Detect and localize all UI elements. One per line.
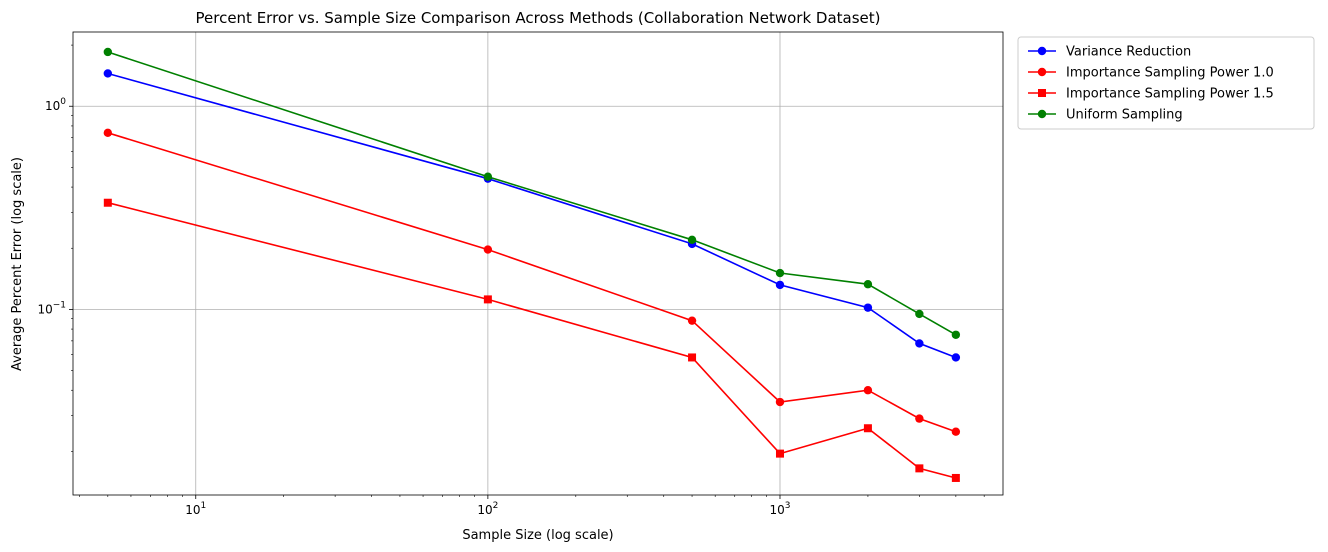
x-tick-label: 101	[185, 501, 206, 517]
chart-title: Percent Error vs. Sample Size Comparison…	[196, 9, 881, 27]
series-line	[107, 72, 957, 359]
legend-marker	[1037, 109, 1047, 119]
legend-label: Importance Sampling Power 1.0	[1066, 66, 1274, 81]
series-line	[107, 201, 957, 479]
y-axis-label: Average Percent Error (log scale)	[10, 157, 25, 371]
series-3	[103, 198, 960, 482]
data-point	[863, 303, 873, 312]
legend-item: Variance Reduction	[1028, 45, 1191, 60]
series-2	[103, 128, 961, 436]
data-point	[775, 449, 784, 458]
data-point	[863, 424, 872, 433]
x-tick-label: 102	[477, 501, 498, 517]
data-point	[775, 268, 785, 278]
data-point	[915, 414, 924, 423]
y-tick-label: 100	[45, 97, 66, 113]
y-tick-label: 10−1	[37, 300, 66, 316]
plot-area: 101 102 103 100 10−1	[37, 31, 1004, 517]
legend-box	[1017, 36, 1315, 130]
series-line	[107, 132, 957, 433]
legend-marker	[1037, 46, 1047, 56]
data-point	[775, 280, 785, 290]
plot-frame	[72, 31, 1004, 496]
series-1	[103, 69, 961, 362]
data-point	[951, 353, 961, 362]
data-point	[483, 295, 492, 304]
data-point	[103, 128, 113, 138]
data-point	[483, 172, 493, 181]
data-point	[915, 309, 924, 319]
data-point	[863, 280, 873, 289]
legend-label: Uniform Sampling	[1066, 108, 1183, 123]
data-point	[863, 386, 873, 395]
legend-item: Uniform Sampling	[1028, 108, 1183, 123]
data-point	[687, 235, 697, 245]
legend-marker	[1038, 89, 1046, 97]
series-4	[103, 47, 961, 339]
data-point	[103, 47, 113, 57]
data-point	[951, 427, 961, 436]
data-point	[687, 316, 697, 325]
legend: Variance Reduction Importance Sampling Po…	[1017, 36, 1315, 130]
x-axis-label: Sample Size (log scale)	[462, 528, 613, 543]
data-point	[951, 330, 961, 339]
data-point	[915, 339, 924, 348]
data-point	[103, 69, 113, 78]
data-point	[483, 245, 493, 254]
x-tick-label: 103	[769, 501, 790, 517]
data-point	[103, 198, 112, 207]
legend-item: Importance Sampling Power 1.0	[1028, 66, 1274, 81]
legend-label: Variance Reduction	[1066, 45, 1191, 60]
legend-marker	[1037, 67, 1047, 77]
data-point	[951, 473, 960, 482]
legend-item: Importance Sampling Power 1.5	[1028, 87, 1274, 102]
data-point	[775, 397, 785, 407]
data-point	[915, 464, 924, 473]
data-point	[688, 353, 697, 362]
legend-label: Importance Sampling Power 1.5	[1066, 87, 1274, 102]
